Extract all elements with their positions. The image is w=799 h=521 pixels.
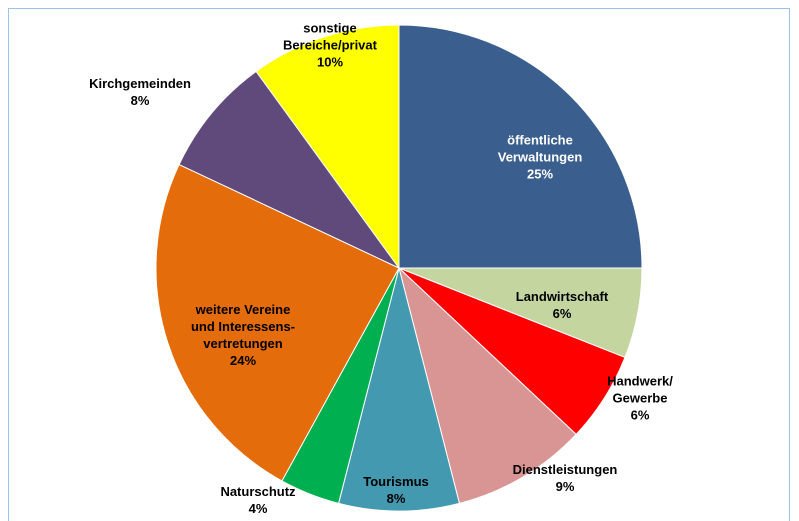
pie-slice [398, 24, 643, 269]
chart-border [8, 8, 790, 521]
slice-label: Dienstleistungen 9% [513, 461, 618, 495]
slice-label: sonstige Bereiche/privat 10% [283, 20, 377, 71]
value-label: 8% [130, 93, 150, 108]
slice-label: Naturschutz 4% [220, 483, 295, 517]
value-label: 4% [248, 501, 268, 516]
category-label: Naturschutz [220, 484, 296, 499]
slice-label: weitere Vereine und Interessens- vertret… [191, 301, 295, 369]
value-label: 6% [630, 407, 650, 423]
value-label: 24% [229, 353, 257, 368]
pie-slice [155, 163, 400, 482]
value-label: 8% [386, 491, 406, 506]
category-label: weitere Vereine und Interessens- vertret… [190, 302, 296, 351]
category-label: öffentliche Verwaltungen [497, 132, 583, 165]
pie-slice [255, 24, 400, 270]
pie-slice [398, 266, 577, 504]
slice-label: öffentliche Verwaltungen 25% [498, 132, 583, 183]
value-label: 6% [552, 306, 572, 321]
slice-label: Kirchgemeinden 8% [89, 75, 191, 109]
pie-slice [337, 267, 461, 512]
slice-label: Landwirtschaft 6% [516, 288, 608, 322]
slice-label: Handwerk/ Gewerbe 6% [607, 373, 673, 424]
pie-slice [178, 70, 400, 269]
category-label: sonstige Bereiche/privat [283, 20, 377, 53]
slice-label: Tourismus 8% [363, 473, 429, 507]
value-label: 10% [316, 54, 344, 70]
category-label: Landwirtschaft [515, 289, 609, 304]
category-label: Dienstleistungen [512, 462, 618, 477]
category-label: Kirchgemeinden [89, 76, 191, 91]
category-label: Handwerk/ Gewerbe [607, 373, 673, 406]
value-label: 9% [555, 479, 575, 494]
category-label: Tourismus [363, 474, 429, 489]
value-label: 25% [526, 166, 554, 182]
